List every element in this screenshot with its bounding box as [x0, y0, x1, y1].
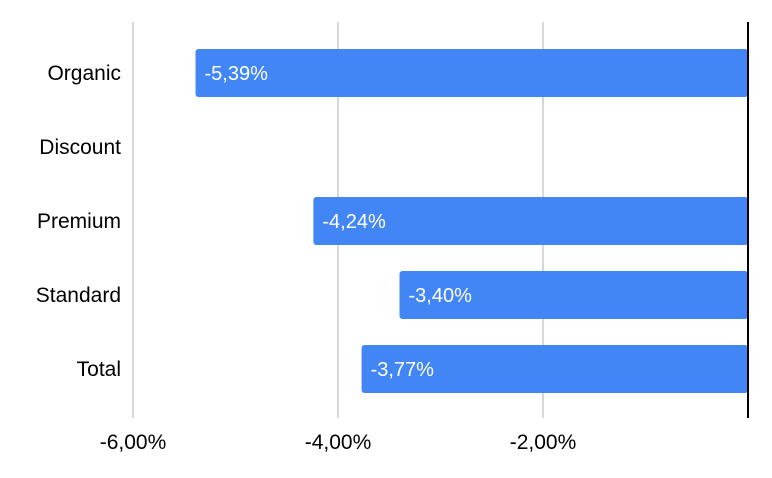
- data-label: -3,40%: [409, 285, 473, 307]
- category-label: Premium: [37, 210, 121, 233]
- data-label: -3,77%: [371, 359, 435, 381]
- category-axis: Organic Discount Premium Standard Total: [36, 62, 121, 381]
- x-axis: -6,00% -4,00% -2,00%: [100, 22, 749, 454]
- data-label: -5,39%: [205, 63, 269, 85]
- category-label: Organic: [47, 62, 121, 85]
- bar: [195, 49, 748, 97]
- data-labels: -5,39% -4,24% -3,40% -3,77%: [205, 63, 473, 381]
- bar: [361, 345, 748, 393]
- category-label: Standard: [36, 284, 121, 307]
- category-label: Discount: [39, 136, 121, 159]
- bar: [399, 271, 748, 319]
- bar: [313, 197, 748, 245]
- data-label: -4,24%: [322, 211, 386, 233]
- x-tick-label: -2,00%: [510, 431, 577, 454]
- x-tick-label: -4,00%: [305, 431, 372, 454]
- bars: [195, 49, 748, 393]
- category-label: Total: [77, 358, 121, 381]
- x-tick-label: -6,00%: [100, 431, 167, 454]
